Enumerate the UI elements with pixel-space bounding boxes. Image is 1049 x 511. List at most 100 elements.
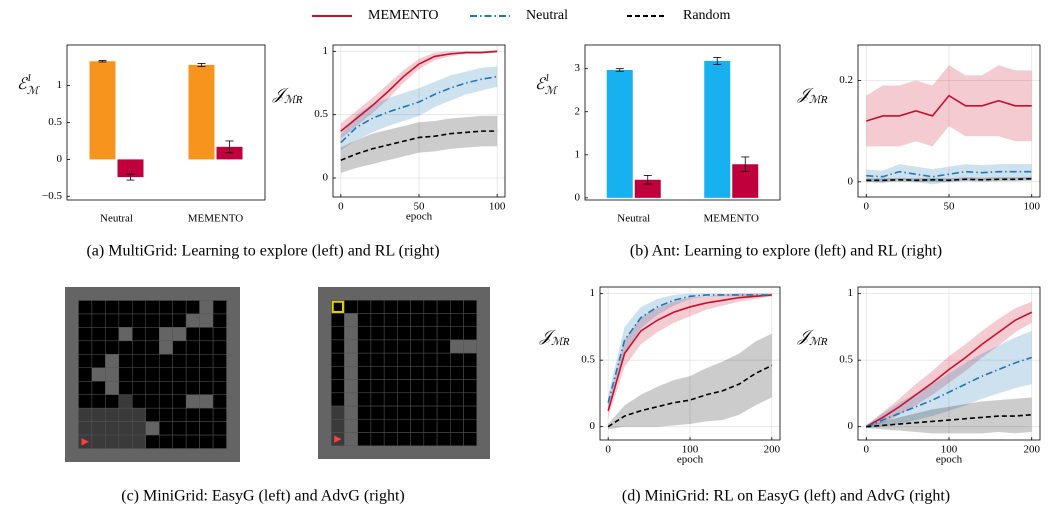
grid-cell (78, 395, 91, 408)
grid-cell (424, 340, 437, 353)
y-tick-label: 0 (590, 420, 596, 432)
grid-cell (213, 341, 226, 354)
grid-cell (159, 314, 172, 327)
grid-cell (371, 313, 384, 326)
grid-cell (132, 435, 145, 448)
x-tick-label: 200 (1023, 444, 1040, 456)
grid-cell (200, 408, 213, 421)
grid-cell (371, 419, 384, 432)
grid-cell (146, 422, 159, 435)
grid-cell (371, 393, 384, 406)
grid-cell (397, 419, 410, 432)
grid-cell (173, 300, 186, 313)
grid-cell (92, 327, 105, 340)
grid-cell (344, 327, 357, 340)
y-tick-label: 0.5 (314, 108, 328, 120)
grid-cell (200, 300, 213, 313)
y-tick-label: 3 (575, 62, 581, 74)
grid-cell (411, 419, 424, 432)
grid-cell (78, 314, 91, 327)
grid-cell (437, 340, 450, 353)
grid-cell (78, 327, 91, 340)
grid-cell (78, 354, 91, 367)
grid-cell (119, 368, 132, 381)
grid-cell (437, 406, 450, 419)
grid-cell (384, 393, 397, 406)
grid-cell (105, 422, 118, 435)
grid-cell (450, 406, 463, 419)
grid-cell (213, 314, 226, 327)
grid-cell (213, 327, 226, 340)
grid-cell (213, 381, 226, 394)
grid-cell (159, 422, 172, 435)
grid-cell (384, 406, 397, 419)
grid-cell (173, 314, 186, 327)
y-tick-label: 0.2 (839, 74, 853, 86)
grid-cell (119, 395, 132, 408)
label-sub: ℳ (545, 85, 559, 97)
grid-cell (358, 406, 371, 419)
grid-cell (384, 366, 397, 379)
grid-cell (186, 327, 199, 340)
grid-cell (146, 341, 159, 354)
grid-cell (200, 422, 213, 435)
grid-cell (105, 381, 118, 394)
x-tick-label: 100 (1023, 201, 1040, 213)
grid-cell (424, 353, 437, 366)
y-axis-label: ℰ1ℳ (17, 73, 41, 96)
grid-cell (119, 341, 132, 354)
grid-cell (159, 381, 172, 394)
grid-cell (344, 340, 357, 353)
label-sub: ℳR (809, 94, 828, 106)
grid-cell (358, 433, 371, 446)
grid-cell (186, 300, 199, 313)
y-axis-label: 𝒥ℳR (272, 86, 303, 106)
grid-cell (358, 340, 371, 353)
grid-cell (437, 313, 450, 326)
grid-cell (200, 368, 213, 381)
grid-cell (146, 435, 159, 448)
grid-cell (146, 381, 159, 394)
label-sub: ℳ (27, 85, 41, 97)
grid-cell (331, 366, 344, 379)
grid-cell (437, 353, 450, 366)
grid-cell (213, 422, 226, 435)
grid-cell (450, 300, 463, 313)
grid-cell (397, 313, 410, 326)
grid-cell (92, 368, 105, 381)
grid-cell (173, 327, 186, 340)
grid-cell (331, 406, 344, 419)
grid-cell (450, 380, 463, 393)
bar (607, 70, 633, 198)
grid-cell (173, 435, 186, 448)
grid-cell (384, 340, 397, 353)
grid-cell (159, 408, 172, 421)
grid-cell (344, 313, 357, 326)
grid-cell (344, 300, 357, 313)
legend-label: Random (683, 8, 731, 23)
grid-cell (92, 314, 105, 327)
y-tick-label: 0.5 (839, 354, 853, 366)
grid-cell (78, 408, 91, 421)
grid-cell (132, 368, 145, 381)
grid-cell (371, 433, 384, 446)
grid-cell (464, 300, 477, 313)
grid-cell (424, 406, 437, 419)
grid-cell (358, 327, 371, 340)
grid-cell (186, 395, 199, 408)
grid-cell (437, 433, 450, 446)
grid-cell (78, 381, 91, 394)
grid-cell (450, 327, 463, 340)
x-tick-label: 0 (864, 201, 870, 213)
grid-cell (358, 313, 371, 326)
x-tick-label: Neutral (100, 213, 133, 225)
x-tick-label: 0 (605, 444, 611, 456)
minigrid-image (318, 287, 490, 459)
grid-cell (424, 393, 437, 406)
grid-cell (146, 368, 159, 381)
grid-cell (119, 327, 132, 340)
grid-cell (105, 435, 118, 448)
grid-cell (344, 353, 357, 366)
grid-cell (464, 380, 477, 393)
x-tick-label: 0 (338, 201, 344, 213)
